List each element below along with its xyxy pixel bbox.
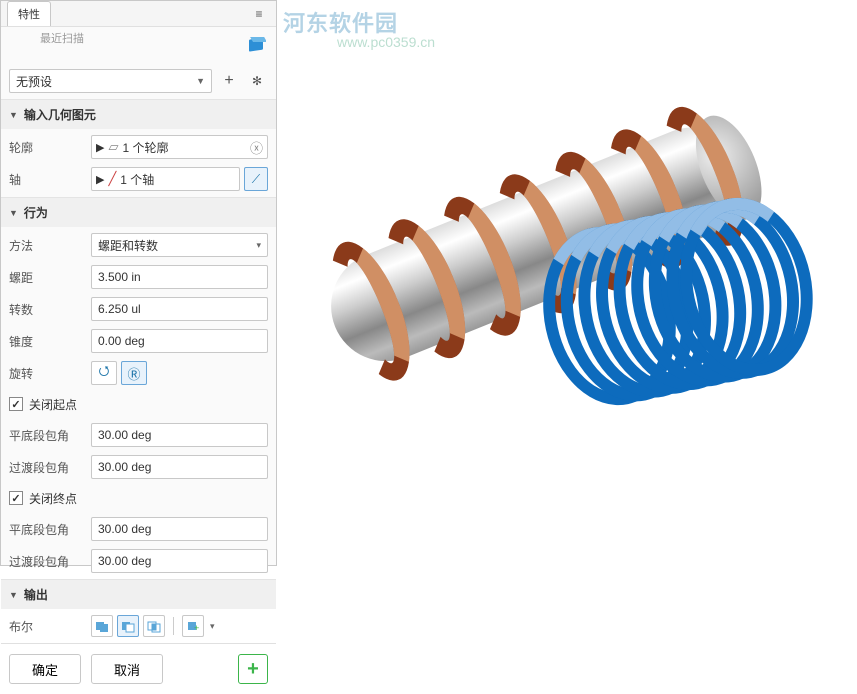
collapse-icon: ▼ [9,208,18,218]
close-start-checkbox[interactable] [9,397,23,411]
taper-input[interactable]: 0.00 deg [91,329,268,353]
preset-settings-icon[interactable]: ✻ [246,70,268,92]
wand-icon: ⟋ [252,172,260,187]
trans-start-label: 过渡段包角 [9,459,91,476]
turns-label: 转数 [9,301,91,318]
profile-selector[interactable]: ▶ ▱ 1 个轮廓 ⓧ [91,135,268,159]
pointer-icon: ▶ [96,141,104,154]
chevron-down-icon: ▼ [196,76,205,86]
add-button[interactable]: + [238,654,268,684]
bool-intersect-button[interactable] [143,615,165,637]
chevron-down-icon: ▾ [256,240,261,251]
flat-end-label: 平底段包角 [9,521,91,538]
tab-properties[interactable]: 特性 [7,1,51,26]
axis-label: 轴 [9,171,91,188]
turns-input[interactable]: 6.250 ul [91,297,268,321]
method-label: 方法 [9,237,91,254]
svg-text:+: + [194,623,199,633]
clear-profile-icon[interactable]: ⓧ [250,138,263,157]
axis-text: 1 个轴 [120,171,235,188]
preset-add-button[interactable]: + [218,70,240,92]
pitch-label: 螺距 [9,269,91,286]
trans-end-label: 过渡段包角 [9,553,91,570]
rotation-label: 旋转 [9,365,91,382]
taper-label: 锥度 [9,333,91,350]
pointer-icon: ▶ [96,173,104,186]
properties-panel: 特性 ≡ 最近扫描 无预设 ▼ + ✻ ▼ 输入几何图元 轮廓 ▶ [0,0,277,566]
preset-value: 无预设 [16,73,196,90]
solid-cube-icon[interactable] [244,33,268,57]
section-header-input[interactable]: ▼ 输入几何图元 [1,100,276,129]
panel-header: 特性 ≡ [1,1,276,27]
close-start-label: 关闭起点 [29,396,77,413]
flat-end-input[interactable]: 30.00 deg [91,517,268,541]
axis-glyph-icon: ╱ [108,171,116,187]
scan-label: 最近扫描 [40,30,84,46]
preset-select-row: 无预设 ▼ + ✻ [1,63,276,99]
profile-text: 1 个轮廓 [122,139,246,156]
preset-dropdown[interactable]: 无预设 ▼ [9,69,212,93]
section-header-behavior[interactable]: ▼ 行为 [1,198,276,227]
bool-cut-button[interactable] [117,615,139,637]
ok-button[interactable]: 确定 [9,654,81,684]
turns-value: 6.250 ul [98,302,141,316]
trans-start-value: 30.00 deg [98,460,151,474]
cancel-button[interactable]: 取消 [91,654,163,684]
bool-newbody-button[interactable]: + [182,615,204,637]
axis-selector[interactable]: ▶ ╱ 1 个轴 [91,167,240,191]
rotation-ccw-button[interactable]: ⭯ [91,361,117,385]
section-title: 输入几何图元 [24,106,96,123]
chevron-down-icon[interactable]: ▾ [210,621,215,632]
separator [173,617,174,635]
section-title: 行为 [24,204,48,221]
bool-label: 布尔 [9,618,91,635]
method-value: 螺距和转数 [98,237,256,254]
profile-glyph-icon: ▱ [108,139,118,155]
method-dropdown[interactable]: 螺距和转数▾ [91,233,268,257]
trans-start-input[interactable]: 30.00 deg [91,455,268,479]
viewport-3d[interactable]: 河东软件园 www.pc0359.cn [277,0,857,566]
section-output: ▼ 输出 布尔 + ▾ [1,579,276,643]
flat-start-input[interactable]: 30.00 deg [91,423,268,447]
section-title: 输出 [24,586,48,603]
close-end-label: 关闭终点 [29,490,77,507]
pitch-value: 3.500 in [98,270,141,284]
profile-label: 轮廓 [9,139,91,156]
flat-start-label: 平底段包角 [9,427,91,444]
axis-pick-button[interactable]: ⟋ [244,167,268,191]
watermark-url: www.pc0359.cn [337,34,435,50]
collapse-icon: ▼ [9,590,18,600]
rotation-cw-button[interactable]: Ⓡ [121,361,147,385]
section-header-output[interactable]: ▼ 输出 [1,580,276,609]
preset-row: 最近扫描 [1,27,276,63]
pitch-input[interactable]: 3.500 in [91,265,268,289]
flat-end-value: 30.00 deg [98,522,151,536]
close-end-checkbox[interactable] [9,491,23,505]
panel-footer: 确定 取消 + [1,643,276,694]
trans-end-input[interactable]: 30.00 deg [91,549,268,573]
menu-icon[interactable]: ≡ [248,3,270,25]
collapse-icon: ▼ [9,110,18,120]
bool-join-button[interactable] [91,615,113,637]
section-behavior: ▼ 行为 方法 螺距和转数▾ 螺距 3.500 in 转数 6.250 ul 锥… [1,197,276,579]
taper-value: 0.00 deg [98,334,145,348]
flat-start-value: 30.00 deg [98,428,151,442]
section-input-geometry: ▼ 输入几何图元 轮廓 ▶ ▱ 1 个轮廓 ⓧ 轴 ▶ [1,99,276,197]
